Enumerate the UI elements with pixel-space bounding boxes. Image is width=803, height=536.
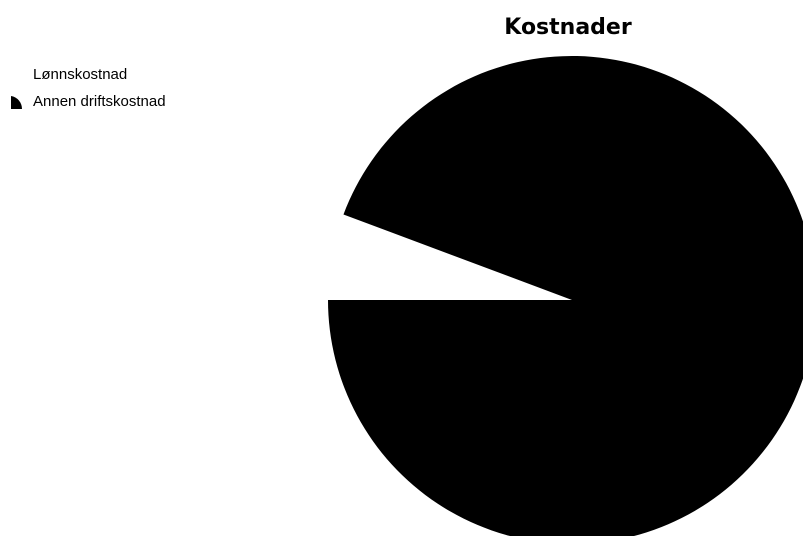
legend-label: Lønnskostnad xyxy=(33,66,127,83)
legend-marker xyxy=(11,96,23,109)
legend-label: Annen driftskostnad xyxy=(33,93,166,110)
pie-slice xyxy=(328,56,803,536)
chart-title: Kostnader xyxy=(504,15,632,40)
pie-slice xyxy=(328,214,572,300)
legend-marker xyxy=(11,69,23,82)
